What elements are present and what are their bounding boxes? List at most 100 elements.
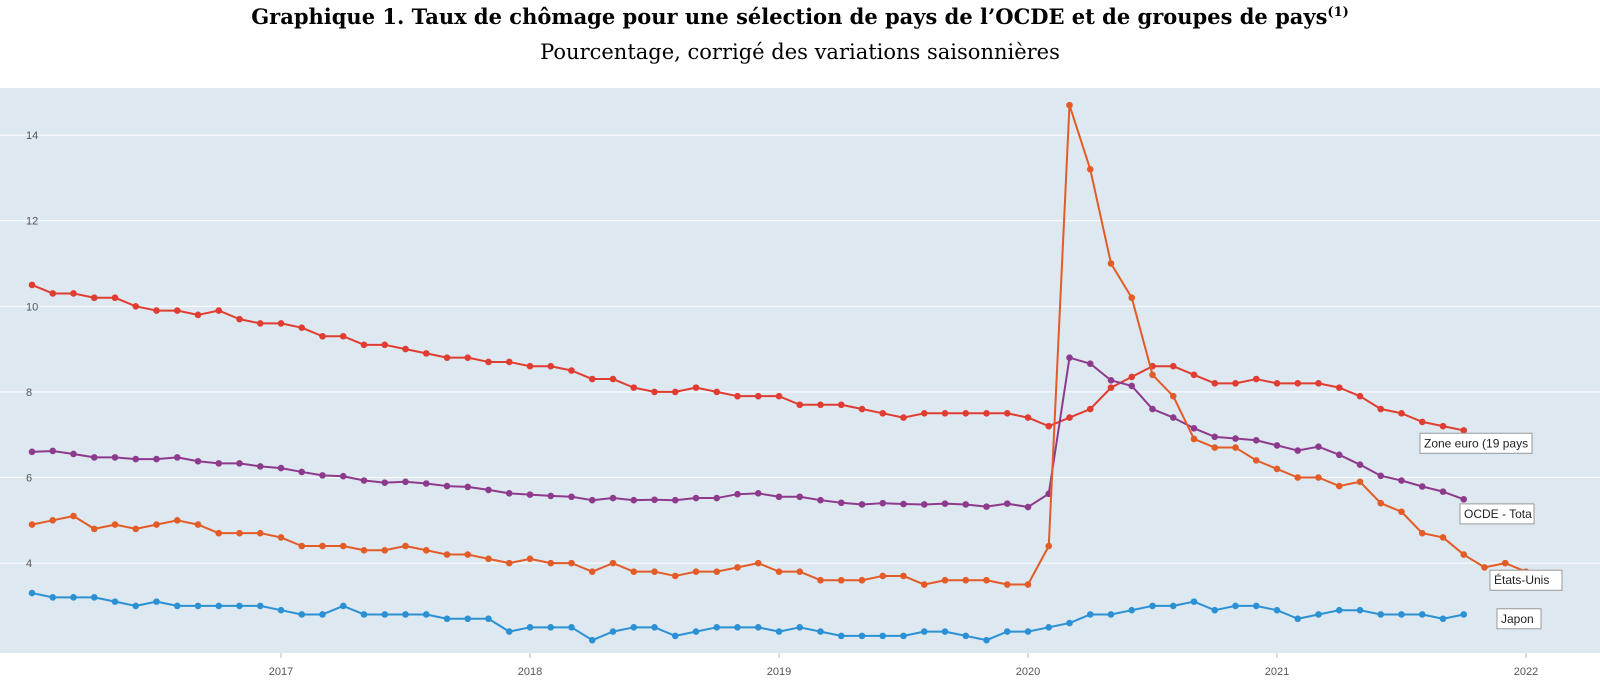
data-point[interactable]: [28, 589, 36, 597]
data-point[interactable]: [526, 362, 534, 370]
data-point[interactable]: [319, 332, 326, 340]
data-point[interactable]: [1107, 611, 1115, 618]
data-point[interactable]: [173, 602, 181, 610]
data-point[interactable]: [49, 290, 57, 297]
data-point[interactable]: [1003, 500, 1011, 507]
data-point[interactable]: [70, 290, 77, 297]
data-point[interactable]: [1066, 414, 1073, 421]
data-point[interactable]: [1377, 611, 1385, 618]
data-point[interactable]: [692, 568, 700, 575]
data-point[interactable]: [837, 401, 845, 409]
data-point[interactable]: [651, 624, 658, 631]
data-point[interactable]: [90, 294, 98, 302]
data-point[interactable]: [526, 555, 534, 563]
data-point[interactable]: [983, 410, 990, 417]
data-point[interactable]: [1315, 611, 1322, 618]
data-point[interactable]: [547, 362, 555, 370]
data-point[interactable]: [215, 460, 223, 467]
data-point[interactable]: [526, 491, 534, 498]
data-point[interactable]: [1024, 581, 1032, 588]
data-point[interactable]: [485, 615, 492, 623]
data-point[interactable]: [381, 479, 389, 486]
data-point[interactable]: [1273, 380, 1281, 387]
data-point[interactable]: [775, 628, 783, 635]
data-point[interactable]: [339, 332, 347, 340]
data-point[interactable]: [1439, 488, 1447, 495]
data-point[interactable]: [215, 602, 223, 610]
data-point[interactable]: [298, 611, 306, 618]
data-point[interactable]: [1066, 101, 1073, 109]
data-point[interactable]: [1439, 422, 1447, 430]
data-point[interactable]: [298, 324, 306, 331]
data-point[interactable]: [1066, 354, 1073, 361]
data-point[interactable]: [1439, 534, 1447, 541]
data-point[interactable]: [1273, 606, 1281, 614]
data-point[interactable]: [70, 512, 77, 520]
data-point[interactable]: [1460, 551, 1468, 558]
data-point[interactable]: [1024, 414, 1032, 421]
data-point[interactable]: [1335, 606, 1343, 614]
data-point[interactable]: [609, 494, 617, 502]
data-point[interactable]: [1377, 472, 1385, 480]
data-point[interactable]: [651, 496, 658, 504]
data-point[interactable]: [920, 501, 928, 508]
data-point[interactable]: [173, 517, 181, 524]
data-point[interactable]: [837, 632, 845, 640]
data-point[interactable]: [236, 460, 243, 467]
data-point[interactable]: [485, 486, 492, 494]
data-point[interactable]: [90, 525, 98, 533]
data-point[interactable]: [1294, 380, 1302, 387]
data-point[interactable]: [1169, 602, 1177, 610]
data-point[interactable]: [256, 320, 264, 327]
data-point[interactable]: [464, 551, 472, 558]
data-point[interactable]: [734, 392, 741, 400]
data-point[interactable]: [381, 341, 389, 349]
data-point[interactable]: [920, 581, 928, 588]
data-point[interactable]: [983, 503, 990, 510]
data-point[interactable]: [443, 482, 451, 490]
data-point[interactable]: [70, 594, 77, 601]
data-point[interactable]: [443, 615, 451, 623]
data-point[interactable]: [464, 354, 472, 361]
data-point[interactable]: [775, 493, 783, 501]
data-point[interactable]: [49, 594, 57, 601]
data-point[interactable]: [1398, 508, 1405, 516]
data-point[interactable]: [215, 529, 223, 537]
data-point[interactable]: [1418, 611, 1426, 618]
data-point[interactable]: [402, 478, 409, 486]
data-point[interactable]: [132, 525, 140, 533]
data-point[interactable]: [422, 611, 430, 618]
data-point[interactable]: [1190, 371, 1198, 379]
data-point[interactable]: [630, 384, 638, 391]
data-point[interactable]: [879, 572, 887, 580]
data-point[interactable]: [49, 517, 57, 524]
data-point[interactable]: [1211, 444, 1219, 451]
data-point[interactable]: [1252, 436, 1260, 444]
data-point[interactable]: [1003, 628, 1011, 635]
data-point[interactable]: [1149, 371, 1156, 379]
data-point[interactable]: [1315, 474, 1322, 481]
data-point[interactable]: [671, 388, 679, 396]
data-point[interactable]: [194, 457, 202, 465]
data-point[interactable]: [817, 628, 824, 635]
data-point[interactable]: [28, 448, 36, 456]
data-point[interactable]: [173, 307, 181, 314]
data-point[interactable]: [402, 611, 409, 618]
data-point[interactable]: [1169, 414, 1177, 421]
data-point[interactable]: [900, 500, 907, 508]
data-point[interactable]: [1460, 496, 1468, 503]
data-point[interactable]: [49, 447, 57, 455]
data-point[interactable]: [796, 568, 804, 575]
data-point[interactable]: [28, 521, 36, 528]
data-point[interactable]: [277, 320, 285, 327]
data-point[interactable]: [339, 542, 347, 550]
data-point[interactable]: [1045, 542, 1053, 550]
data-point[interactable]: [1107, 377, 1115, 384]
data-point[interactable]: [1045, 624, 1053, 631]
data-point[interactable]: [277, 606, 285, 614]
data-point[interactable]: [858, 632, 866, 640]
data-point[interactable]: [1232, 435, 1239, 442]
data-point[interactable]: [568, 559, 575, 567]
data-point[interactable]: [754, 392, 762, 400]
data-point[interactable]: [920, 628, 928, 635]
